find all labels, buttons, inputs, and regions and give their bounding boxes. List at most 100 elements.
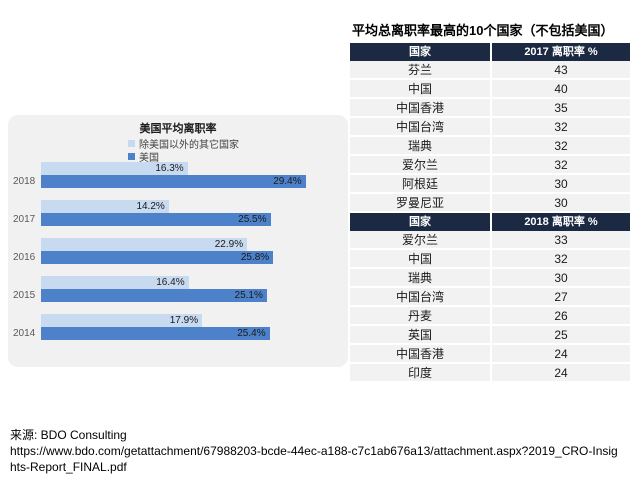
table-row: 中国台湾 27 [350,288,630,307]
rate-cell: 32 [492,137,630,156]
legend-label: 美国 [139,153,159,164]
year-axis-label: 2014 [13,328,36,339]
header-cell: 2018 离职率 % [492,213,630,231]
legend-label: 除美国以外的其它国家 [139,140,239,151]
source-url: https://www.bdo.com/getattachment/679882… [10,444,618,474]
table-header-row: 国家 2017 离职率 % [350,43,630,61]
country-cell: 中国台湾 [350,118,492,137]
bar-value-label: 25.4% [237,328,266,339]
rate-cell: 32 [492,250,630,269]
bar-value-label: 25.1% [234,290,263,301]
table-row: 中国香港 24 [350,345,630,364]
rate-cell: 32 [492,156,630,175]
country-cell: 中国香港 [350,345,492,364]
bar-pair: 22.9% 25.8% [41,238,274,264]
bar-value-label: 16.4% [156,277,185,288]
table-row: 爱尔兰 33 [350,231,630,250]
table-header-row: 国家 2018 离职率 % [350,213,630,231]
rate-cell: 27 [492,288,630,307]
rate-cell: 33 [492,231,630,250]
bar-除美国以外的其它国家: 14.2% [41,200,169,213]
header-cell: 2017 离职率 % [492,43,630,61]
table-row: 英国 25 [350,326,630,345]
turnover-table: 国家 2017 离职率 % 芬兰 43 中国 40 中国香港 35 中国台湾 32 瑞典 32 爱尔兰 3… [350,43,630,383]
table-row: 瑞典 30 [350,269,630,288]
country-cell: 爱尔兰 [350,156,492,175]
bar-group-2016: 2016 22.9% 25.8% [8,238,348,276]
country-cell: 瑞典 [350,269,492,288]
table-row: 罗曼尼亚 30 [350,194,630,213]
table-row: 丹麦 26 [350,307,630,326]
country-cell: 印度 [350,364,492,383]
bar-美国: 25.4% [41,327,270,340]
bar-group-2014: 2014 17.9% 25.4% [8,314,348,352]
rate-cell: 24 [492,345,630,364]
bar-pair: 16.4% 25.1% [41,276,267,302]
rate-cell: 40 [492,80,630,99]
header-cell: 国家 [350,43,492,61]
rate-cell: 30 [492,194,630,213]
table-row: 印度 24 [350,364,630,383]
rate-cell: 25 [492,326,630,345]
bar-除美国以外的其它国家: 22.9% [41,238,248,251]
table-row: 中国台湾 32 [350,118,630,137]
table-title: 平均总离职率最高的10个国家（不包括美国） [352,23,614,38]
bar-美国: 29.4% [41,175,306,188]
bar-group-2015: 2015 16.4% 25.1% [8,276,348,314]
bar-group-2017: 2017 14.2% 25.5% [8,200,348,238]
bar-除美国以外的其它国家: 16.3% [41,162,188,175]
rate-cell: 32 [492,118,630,137]
bar-value-label: 22.9% [214,239,244,250]
bar-除美国以外的其它国家: 17.9% [41,314,203,327]
rate-cell: 24 [492,364,630,383]
bar-pair: 14.2% 25.5% [41,200,271,226]
legend-swatch-light-icon [128,140,135,147]
table-row: 瑞典 32 [350,137,630,156]
header-cell: 国家 [350,213,492,231]
bar-value-label: 25.5% [238,214,267,225]
bar-value-label: 16.3% [155,163,184,174]
country-cell: 英国 [350,326,492,345]
country-cell: 芬兰 [350,61,492,80]
source-note: 来源: BDO Consulting https://www.bdo.com/g… [10,427,622,475]
bar-美国: 25.8% [41,251,274,264]
country-cell: 中国香港 [350,99,492,118]
rate-cell: 30 [492,175,630,194]
us-turnover-chart-panel: 美国平均离职率 除美国以外的其它国家 美国 2018 16.3% 29.4% 2017… [8,115,348,367]
rate-cell: 30 [492,269,630,288]
country-cell: 中国 [350,80,492,99]
table-row: 阿根廷 30 [350,175,630,194]
bar-pair: 16.3% 29.4% [41,162,306,188]
year-axis-label: 2018 [13,176,36,187]
country-cell: 中国 [350,250,492,269]
table-row: 中国 32 [350,250,630,269]
country-cell: 爱尔兰 [350,231,492,250]
country-cell: 罗曼尼亚 [350,194,492,213]
source-label: 来源: BDO Consulting [10,428,127,442]
country-cell: 中国台湾 [350,288,492,307]
bar-chart: 2018 16.3% 29.4% 2017 14.2% 25.5% 2016 22.9% 25.… [8,162,348,352]
table-row: 芬兰 43 [350,61,630,80]
chart-title: 美国平均离职率 [139,123,217,135]
bar-value-label: 14.2% [136,201,165,212]
chart-legend: 除美国以外的其它国家 美国 [128,137,239,164]
bar-value-label: 29.4% [273,176,302,187]
bar-group-2018: 2018 16.3% 29.4% [8,162,348,200]
legend-item-other-countries: 除美国以外的其它国家 [128,137,239,151]
bar-除美国以外的其它国家: 16.4% [41,276,189,289]
table-row: 中国 40 [350,80,630,99]
table-row: 爱尔兰 32 [350,156,630,175]
year-axis-label: 2015 [13,290,36,301]
country-cell: 瑞典 [350,137,492,156]
legend-item-us: 美国 [128,150,239,164]
year-axis-label: 2017 [13,214,36,225]
bar-value-label: 25.8% [240,252,270,263]
bar-美国: 25.1% [41,289,267,302]
bar-美国: 25.5% [41,213,271,226]
country-cell: 丹麦 [350,307,492,326]
country-cell: 阿根廷 [350,175,492,194]
year-axis-label: 2016 [13,252,36,263]
bar-pair: 17.9% 25.4% [41,314,270,340]
bar-value-label: 17.9% [169,315,199,326]
